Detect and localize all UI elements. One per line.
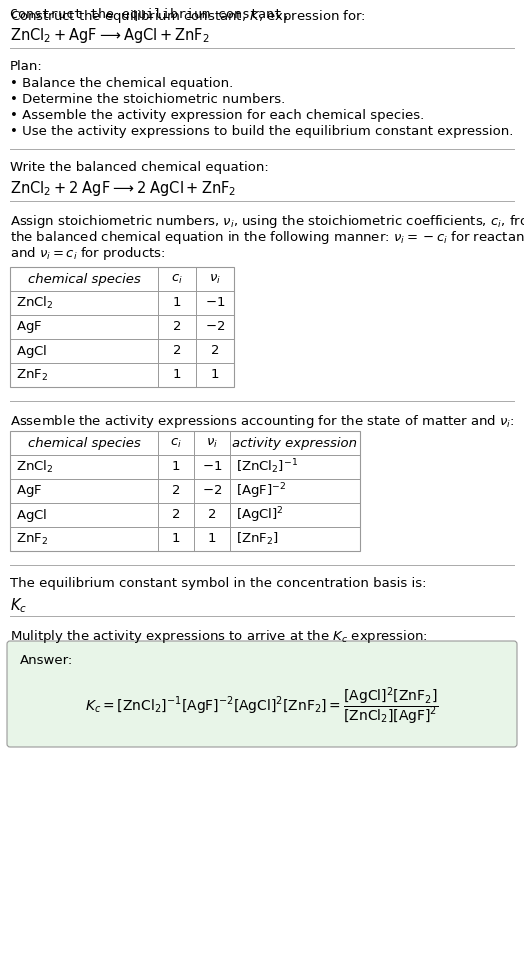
Text: • Determine the stoichiometric numbers.: • Determine the stoichiometric numbers.	[10, 93, 285, 106]
Text: $[\mathrm{ZnCl_2}]^{-1}$: $[\mathrm{ZnCl_2}]^{-1}$	[236, 457, 298, 477]
Text: 1: 1	[173, 297, 181, 309]
Text: 1: 1	[172, 532, 180, 545]
Text: $\mathrm{ZnF_2}$: $\mathrm{ZnF_2}$	[16, 531, 48, 546]
Text: $\mathrm{AgCl}$: $\mathrm{AgCl}$	[16, 506, 47, 523]
Text: $-1$: $-1$	[202, 460, 222, 474]
Text: $K_c$: $K_c$	[10, 596, 27, 614]
Text: Plan:: Plan:	[10, 60, 43, 73]
Text: Write the balanced chemical equation:: Write the balanced chemical equation:	[10, 161, 269, 174]
Text: • Balance the chemical equation.: • Balance the chemical equation.	[10, 77, 233, 90]
Text: $c_i$: $c_i$	[170, 436, 182, 450]
Text: activity expression: activity expression	[233, 436, 357, 450]
Text: $-2$: $-2$	[205, 321, 225, 333]
Text: The equilibrium constant symbol in the concentration basis is:: The equilibrium constant symbol in the c…	[10, 577, 427, 590]
Text: $1$: $1$	[210, 368, 220, 382]
Text: and $\nu_i = c_i$ for products:: and $\nu_i = c_i$ for products:	[10, 245, 166, 262]
Text: $-2$: $-2$	[202, 484, 222, 498]
Text: Assemble the activity expressions accounting for the state of matter and $\nu_i$: Assemble the activity expressions accoun…	[10, 413, 515, 430]
Text: 2: 2	[173, 345, 181, 358]
Text: $c_i$: $c_i$	[171, 273, 183, 285]
Text: 1: 1	[172, 460, 180, 474]
Text: $2$: $2$	[208, 508, 216, 522]
Text: 2: 2	[172, 508, 180, 522]
Text: Construct the equilibrium constant,: Construct the equilibrium constant,	[10, 8, 298, 21]
Text: $-1$: $-1$	[205, 297, 225, 309]
Text: $\mathrm{ZnCl_2 + 2\;AgF \longrightarrow 2\;AgCl + ZnF_2}$: $\mathrm{ZnCl_2 + 2\;AgF \longrightarrow…	[10, 179, 236, 198]
FancyBboxPatch shape	[7, 641, 517, 747]
Text: • Assemble the activity expression for each chemical species.: • Assemble the activity expression for e…	[10, 109, 424, 122]
Text: • Use the activity expressions to build the equilibrium constant expression.: • Use the activity expressions to build …	[10, 125, 514, 138]
Text: 2: 2	[172, 484, 180, 498]
Text: $[\mathrm{ZnF_2}]$: $[\mathrm{ZnF_2}]$	[236, 531, 279, 547]
Text: Answer:: Answer:	[20, 654, 73, 667]
Text: $\mathrm{ZnF_2}$: $\mathrm{ZnF_2}$	[16, 367, 48, 383]
Text: the balanced chemical equation in the following manner: $\nu_i = -c_i$ for react: the balanced chemical equation in the fo…	[10, 229, 524, 246]
Text: $\mathrm{ZnCl_2 + AgF \longrightarrow AgCl + ZnF_2}$: $\mathrm{ZnCl_2 + AgF \longrightarrow Ag…	[10, 26, 210, 45]
Text: 1: 1	[173, 368, 181, 382]
Text: $\mathrm{ZnCl_2}$: $\mathrm{ZnCl_2}$	[16, 295, 53, 311]
Text: Construct the equilibrium constant, $K$, expression for:: Construct the equilibrium constant, $K$,…	[10, 8, 366, 25]
Text: $\mathrm{ZnCl_2}$: $\mathrm{ZnCl_2}$	[16, 459, 53, 475]
Bar	[10, 431, 360, 551]
Text: Mulitply the activity expressions to arrive at the $K_c$ expression:: Mulitply the activity expressions to arr…	[10, 628, 428, 645]
Text: chemical species: chemical species	[28, 273, 140, 285]
Text: $2$: $2$	[211, 345, 220, 358]
Text: 2: 2	[173, 321, 181, 333]
Text: $\mathrm{AgF}$: $\mathrm{AgF}$	[16, 319, 42, 335]
Text: $1$: $1$	[208, 532, 216, 545]
Text: chemical species: chemical species	[28, 436, 140, 450]
Text: $\mathrm{AgF}$: $\mathrm{AgF}$	[16, 483, 42, 499]
Text: $[\mathrm{AgF}]^{-2}$: $[\mathrm{AgF}]^{-2}$	[236, 481, 286, 501]
Text: $\mathrm{AgCl}$: $\mathrm{AgCl}$	[16, 343, 47, 360]
Text: Assign stoichiometric numbers, $\nu_i$, using the stoichiometric coefficients, $: Assign stoichiometric numbers, $\nu_i$, …	[10, 213, 524, 230]
Text: $K_c = [\mathrm{ZnCl_2}]^{-1}[\mathrm{AgF}]^{-2}[\mathrm{AgCl}]^{2}[\mathrm{ZnF_: $K_c = [\mathrm{ZnCl_2}]^{-1}[\mathrm{Ag…	[85, 685, 439, 726]
Text: $\nu_i$: $\nu_i$	[209, 273, 221, 285]
Text: $\nu_i$: $\nu_i$	[206, 436, 218, 450]
Text: $[\mathrm{AgCl}]^{2}$: $[\mathrm{AgCl}]^{2}$	[236, 505, 284, 524]
Bar	[10, 267, 234, 387]
